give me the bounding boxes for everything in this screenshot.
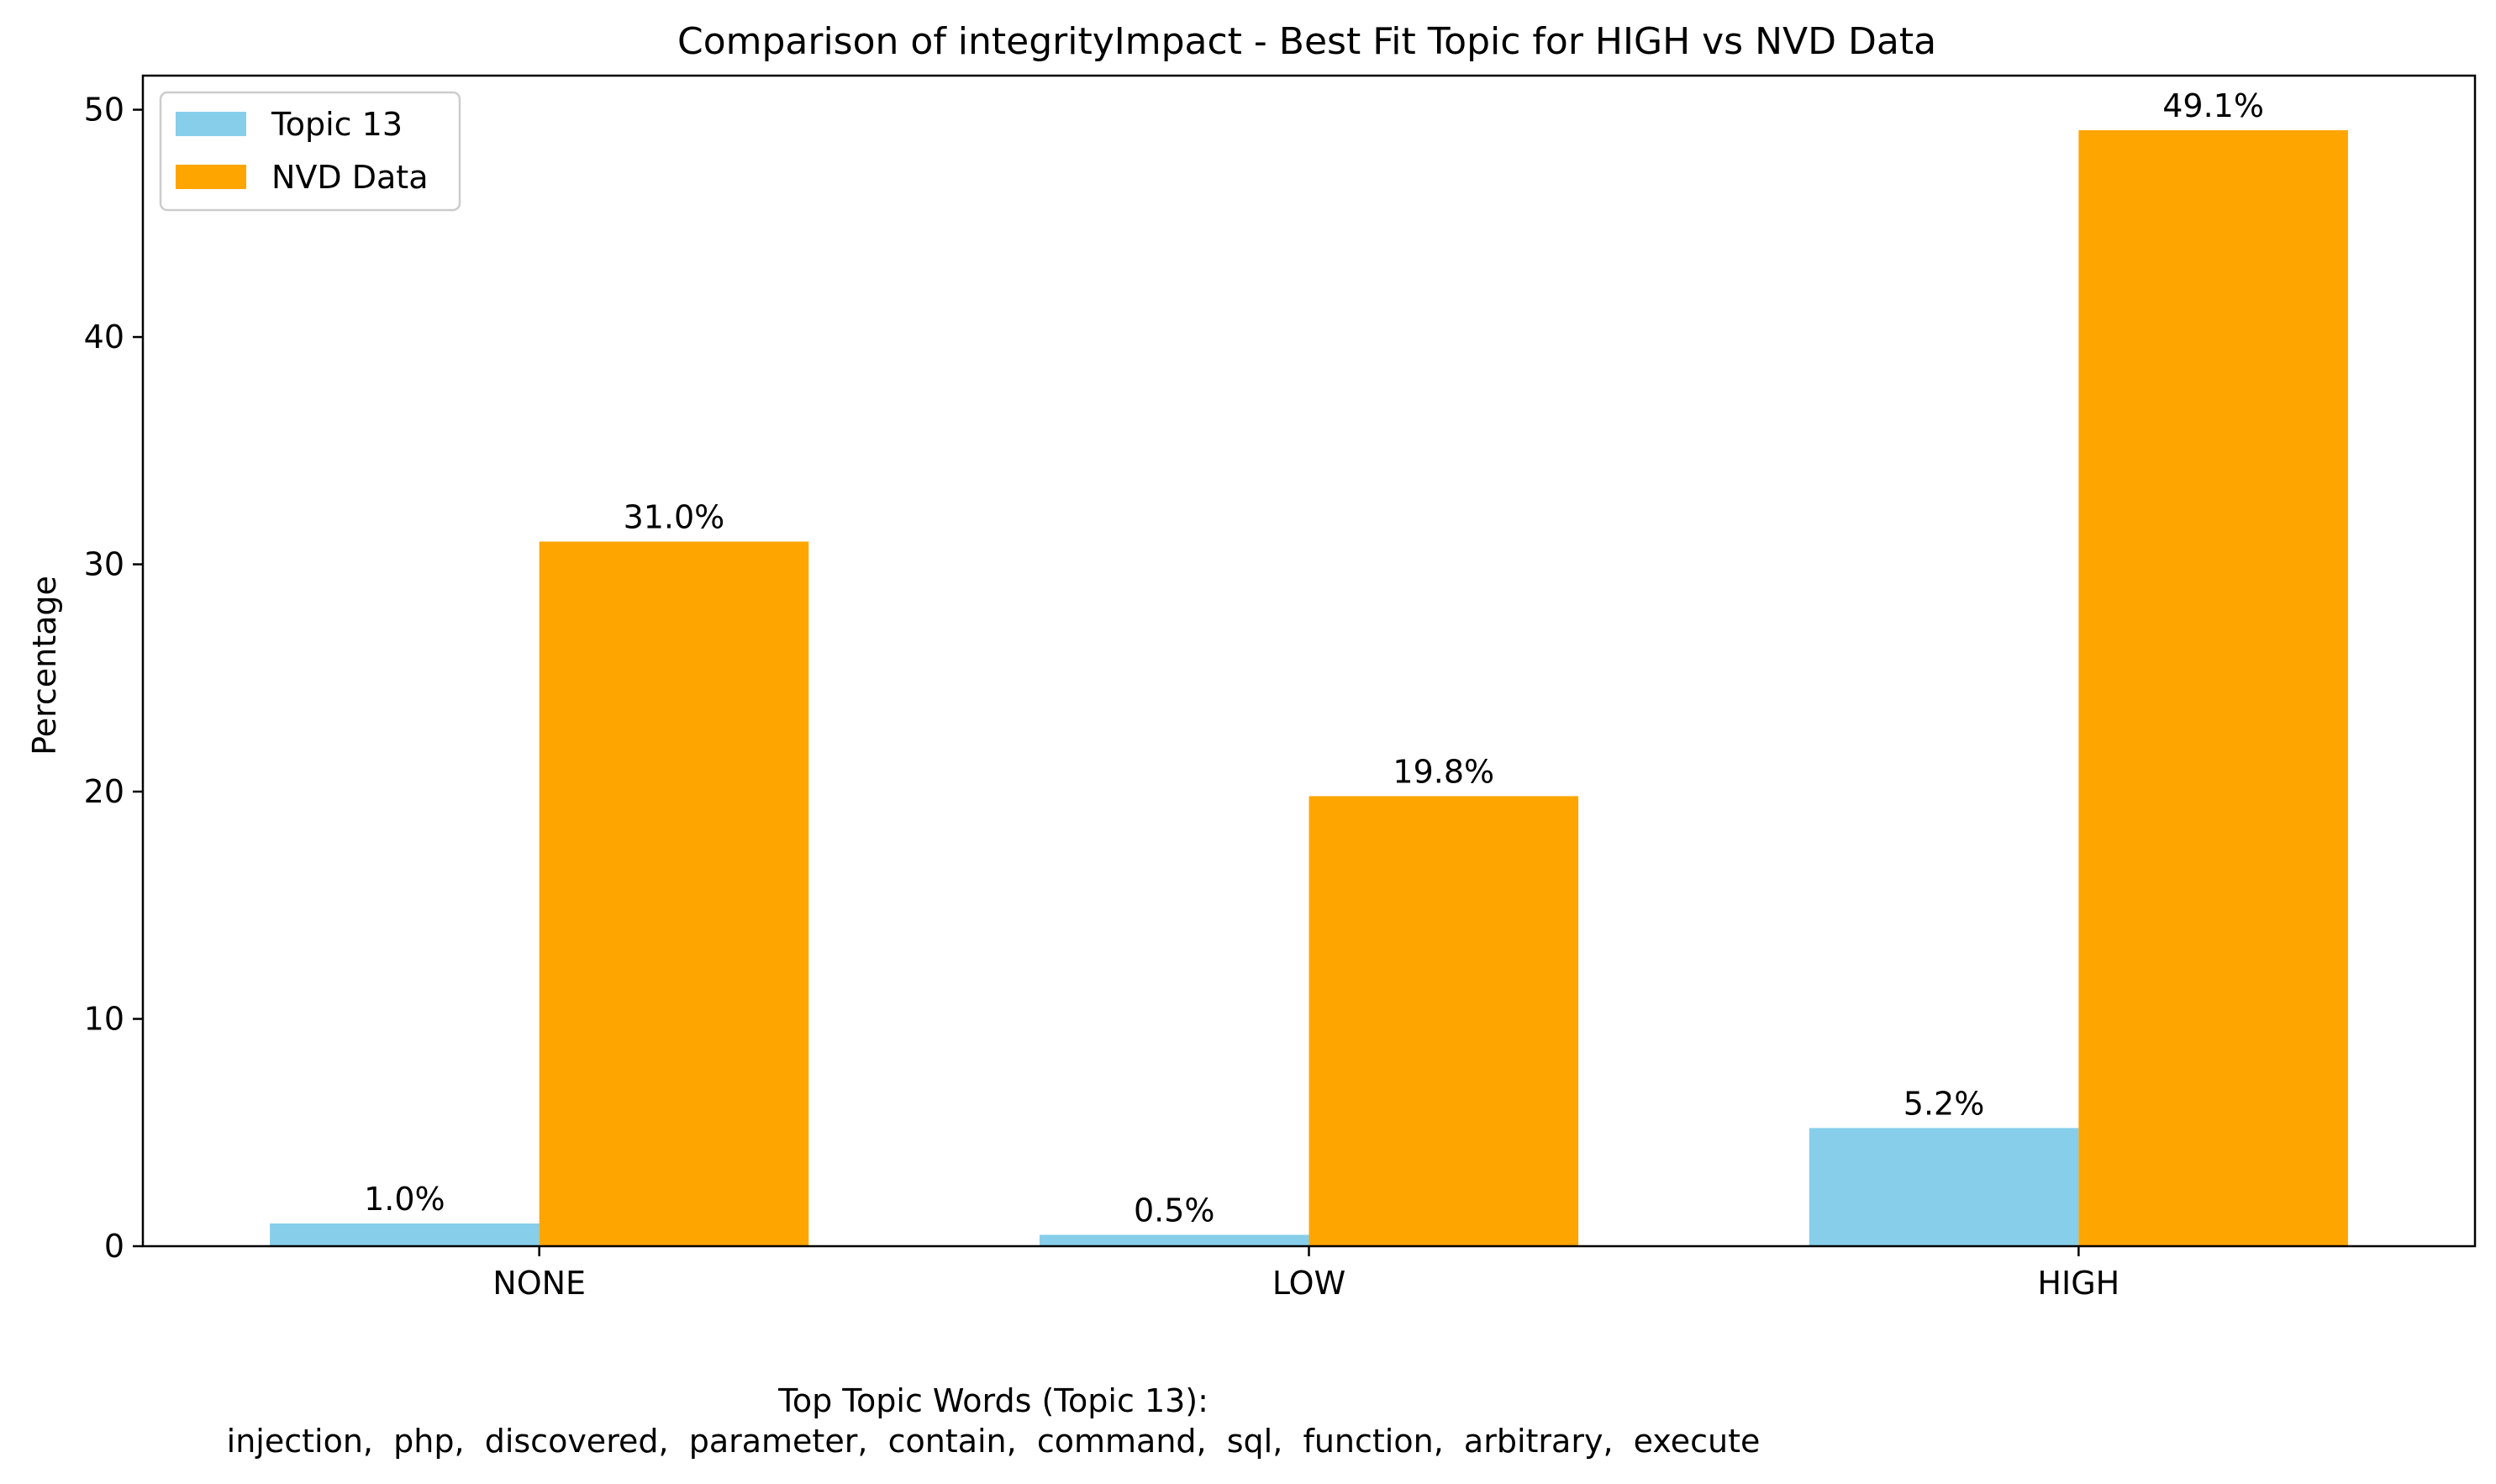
y-axis: 0 10 20 30 40 50 (84, 92, 143, 1265)
value-labels-layer: 1.0% 0.5% 5.2% 31.0% 19.8% 49.1% (364, 87, 2264, 1229)
y-tick-label: 50 (84, 92, 124, 129)
value-label-nvd-data-none: 31.0% (624, 498, 725, 535)
legend-swatch-nvd-data (176, 165, 246, 189)
bar-nvd-data-low (1309, 796, 1579, 1246)
legend-swatch-topic-13 (176, 112, 246, 136)
bar-topic-13-none (270, 1223, 540, 1246)
y-tick-label: 20 (84, 773, 124, 810)
value-label-topic-13-none: 1.0% (364, 1181, 445, 1218)
legend-label-nvd-data: NVD Data (271, 159, 429, 196)
footer-topic-words: injection, php, discovered, parameter, c… (227, 1423, 1761, 1460)
value-label-nvd-data-low: 19.8% (1393, 753, 1494, 790)
y-tick-label: 30 (84, 546, 124, 583)
x-axis: NONE LOW HIGH (492, 1246, 2119, 1302)
x-tick-label-low: LOW (1272, 1265, 1345, 1302)
bars-layer (270, 129, 2348, 1246)
value-label-topic-13-low: 0.5% (1134, 1192, 1215, 1229)
legend-label-topic-13: Topic 13 (271, 106, 403, 143)
y-tick-label: 10 (84, 1001, 124, 1038)
y-tick-label: 0 (104, 1228, 124, 1265)
value-label-topic-13-high: 5.2% (1904, 1085, 1985, 1122)
y-tick-label: 40 (84, 318, 124, 355)
chart-title: Comparison of integrityImpact - Best Fit… (677, 20, 1936, 63)
x-tick-label-high: HIGH (2037, 1265, 2119, 1302)
bar-topic-13-high (1809, 1128, 2079, 1246)
bar-nvd-data-high (2078, 129, 2348, 1246)
value-label-nvd-data-high: 49.1% (2162, 87, 2264, 124)
bar-topic-13-low (1039, 1234, 1309, 1246)
y-axis-label: Percentage (26, 576, 63, 755)
legend: Topic 13 NVD Data (159, 91, 461, 212)
x-tick-label-none: NONE (492, 1265, 586, 1302)
footer-heading: Top Topic Words (Topic 13): (777, 1382, 1209, 1419)
bar-nvd-data-none (539, 541, 809, 1246)
